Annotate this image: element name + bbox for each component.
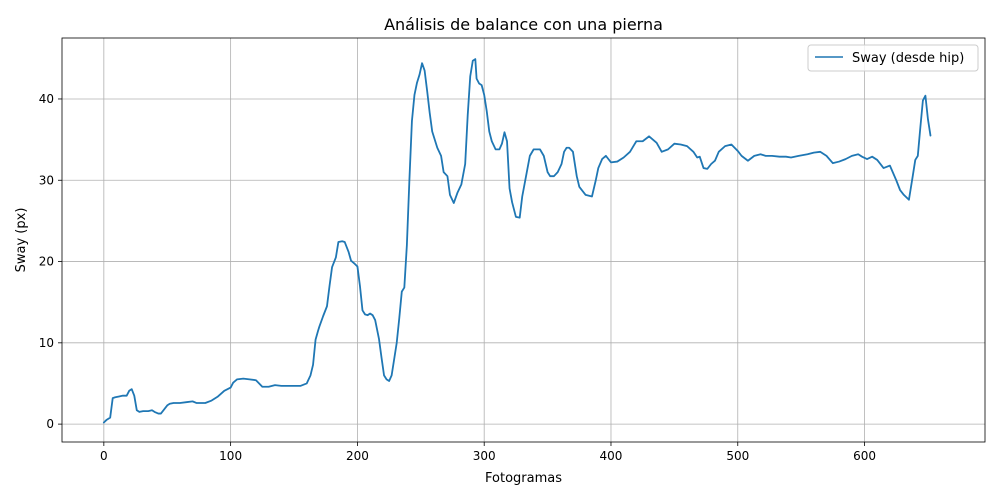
- x-tick-label: 400: [600, 449, 623, 463]
- legend-label: Sway (desde hip): [852, 51, 964, 66]
- x-tick-label: 100: [219, 449, 242, 463]
- chart-title: Análisis de balance con una pierna: [384, 15, 663, 34]
- x-tick-label: 200: [346, 449, 369, 463]
- y-tick-label: 10: [39, 336, 54, 350]
- x-tick-label: 0: [100, 449, 108, 463]
- y-tick-label: 40: [39, 92, 54, 106]
- legend: Sway (desde hip): [808, 45, 978, 71]
- y-tick-label: 20: [39, 255, 54, 269]
- x-tick-label: 500: [726, 449, 749, 463]
- y-tick-label: 0: [46, 417, 54, 431]
- y-tick-label: 30: [39, 173, 54, 187]
- x-tick-label: 600: [853, 449, 876, 463]
- x-axis-label: Fotogramas: [485, 471, 562, 486]
- y-axis-label: Sway (px): [14, 208, 29, 273]
- x-tick-label: 300: [473, 449, 496, 463]
